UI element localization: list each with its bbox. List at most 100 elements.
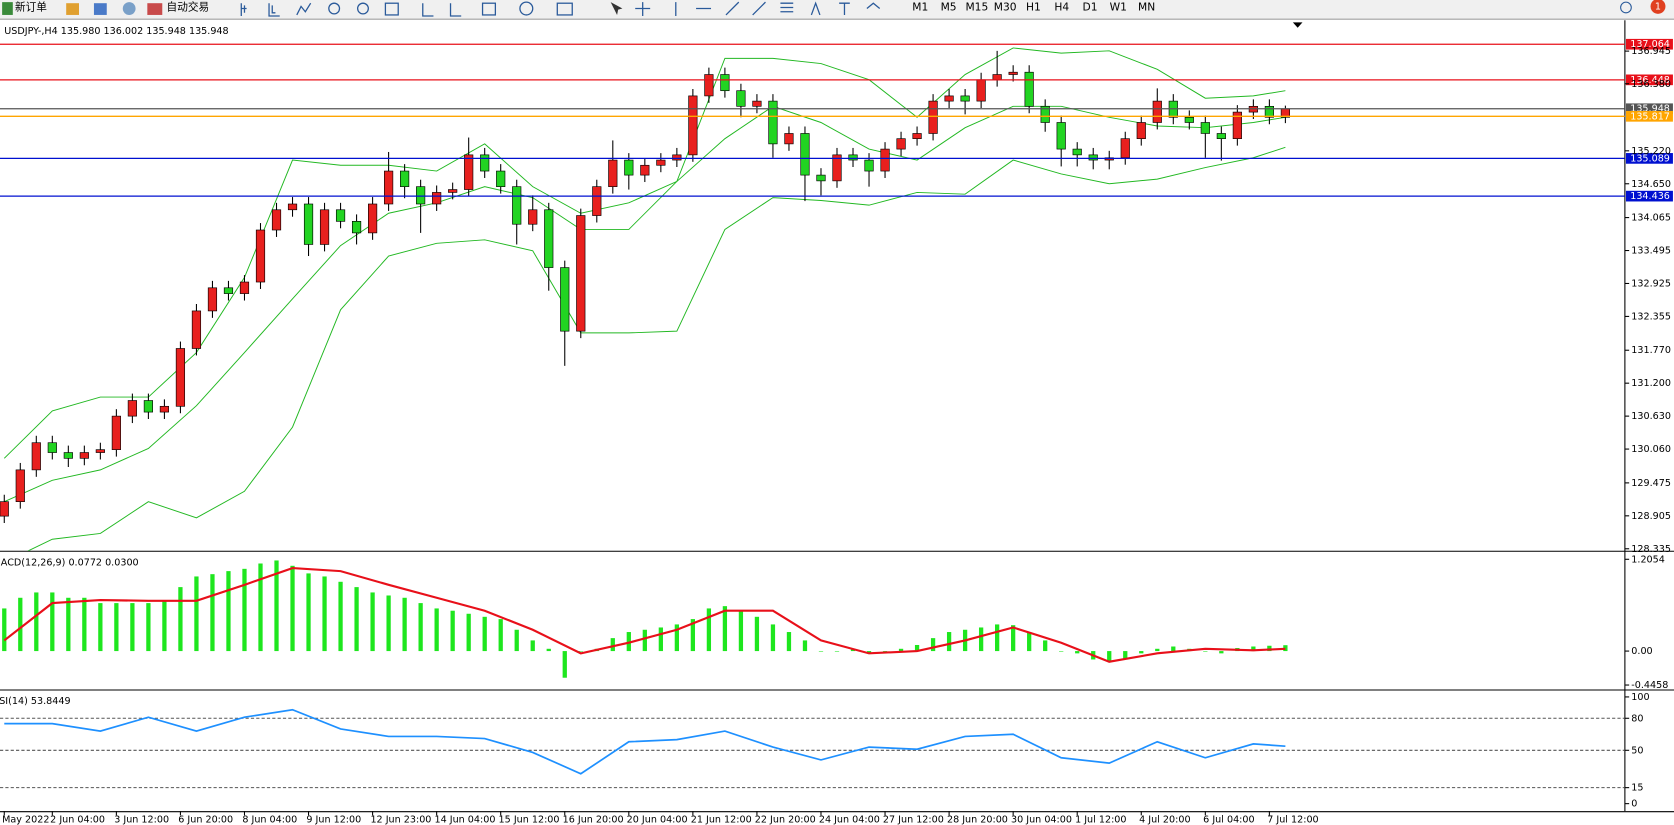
period-icon[interactable] bbox=[519, 1, 534, 16]
macd-bar bbox=[1059, 651, 1064, 652]
line-icon[interactable] bbox=[296, 2, 312, 16]
macd-bar bbox=[1283, 645, 1288, 652]
bar-chart-icon[interactable] bbox=[240, 3, 247, 17]
candle-body bbox=[432, 192, 442, 205]
drawing-icons[interactable] bbox=[675, 1, 794, 17]
cursor-icon[interactable] bbox=[610, 2, 623, 15]
y-tick-label: 134.650 bbox=[1631, 179, 1671, 190]
indicator-panel bbox=[2, 560, 1288, 678]
macd-bar bbox=[866, 651, 872, 654]
x-tick-label: 1 Jul 12:00 bbox=[1075, 815, 1126, 825]
y-tick-label: 0 bbox=[1631, 799, 1637, 810]
crosshair-icon[interactable] bbox=[635, 2, 651, 17]
macd-bar bbox=[386, 595, 391, 652]
auto-trading-button[interactable]: 自动交易 bbox=[167, 0, 210, 13]
macd-bar bbox=[50, 592, 55, 652]
macd-bar bbox=[914, 644, 920, 652]
notification-badge[interactable] bbox=[1650, 0, 1666, 14]
zoom-in-icon[interactable] bbox=[328, 2, 341, 15]
tool-icon[interactable] bbox=[122, 2, 136, 15]
new-order-button[interactable]: 新订单 bbox=[15, 0, 47, 13]
timeframe-button[interactable]: M5 bbox=[941, 0, 957, 13]
timeframe-button[interactable]: W1 bbox=[1110, 0, 1127, 13]
candle-body bbox=[448, 189, 458, 193]
macd-bar bbox=[450, 610, 455, 652]
macd-bar bbox=[706, 608, 712, 652]
candle-body bbox=[864, 159, 874, 172]
candle-body bbox=[303, 203, 314, 245]
macd-bar bbox=[34, 592, 39, 652]
macd-bar bbox=[978, 627, 984, 652]
y-tick-label: 134.065 bbox=[1631, 213, 1671, 224]
candle-body bbox=[223, 287, 234, 294]
candle-body bbox=[528, 209, 538, 225]
tool-icon[interactable] bbox=[93, 3, 107, 15]
candle-body bbox=[576, 215, 586, 332]
candle-body bbox=[175, 348, 186, 407]
timeframe-button[interactable]: H4 bbox=[1054, 0, 1069, 13]
candle-body bbox=[127, 400, 137, 417]
price-level-label: 137.064 bbox=[1630, 39, 1670, 50]
tool-icon[interactable] bbox=[66, 3, 80, 15]
macd-bar bbox=[818, 651, 824, 652]
macd-bar bbox=[162, 600, 167, 652]
tile-icon[interactable] bbox=[384, 2, 399, 16]
y-tick-label: 50 bbox=[1631, 745, 1643, 756]
macd-bar bbox=[466, 613, 471, 652]
timeframe-button[interactable]: M1 bbox=[912, 0, 928, 13]
timeframe-button[interactable]: MN bbox=[1138, 0, 1155, 13]
candle-icon[interactable] bbox=[268, 3, 280, 17]
macd-bar bbox=[562, 651, 567, 678]
candle-body bbox=[416, 186, 426, 205]
shift-icon[interactable] bbox=[422, 3, 462, 17]
template-icon[interactable] bbox=[556, 2, 573, 16]
macd-bar bbox=[882, 651, 888, 652]
y-tick-label: 135.220 bbox=[1631, 146, 1671, 157]
timeframe-button[interactable]: H1 bbox=[1026, 0, 1041, 13]
bollinger-upper bbox=[3, 47, 1286, 459]
macd-bar bbox=[1219, 651, 1224, 654]
macd-bar bbox=[738, 610, 744, 652]
macd-bar bbox=[2, 608, 7, 652]
candle-body bbox=[1232, 111, 1242, 140]
text-icons[interactable] bbox=[810, 1, 881, 16]
macd-bar bbox=[610, 638, 615, 652]
candle-body bbox=[784, 133, 794, 145]
macd-bar bbox=[498, 619, 503, 652]
macd-bar bbox=[754, 616, 760, 652]
macd-bar bbox=[946, 632, 952, 652]
candle-body bbox=[1008, 71, 1018, 75]
macd-bar bbox=[274, 560, 279, 652]
x-tick-label: 30 Jun 04:00 bbox=[1011, 815, 1072, 825]
timeframe-button[interactable]: M30 bbox=[994, 0, 1017, 13]
macd-bar bbox=[194, 576, 199, 652]
macd-bar bbox=[642, 629, 647, 652]
candle-body bbox=[752, 100, 762, 107]
indicator-panel bbox=[0, 47, 1290, 551]
candle-body bbox=[47, 442, 57, 453]
macd-bar bbox=[546, 648, 551, 652]
auto-trading-icon[interactable] bbox=[147, 3, 163, 15]
price-level-label: 135.817 bbox=[1630, 111, 1670, 122]
y-tick-label: 80 bbox=[1631, 713, 1643, 724]
macd-bar bbox=[82, 597, 87, 652]
x-tick-label: 28 Jun 20:00 bbox=[947, 815, 1008, 825]
tool-icons bbox=[240, 1, 881, 17]
toolbar-bg bbox=[0, 0, 1674, 20]
indicator-panel bbox=[0, 708, 1625, 789]
zoom-out-icon[interactable] bbox=[357, 2, 369, 15]
candle-body bbox=[1072, 148, 1082, 156]
macd-bar bbox=[98, 603, 103, 652]
macd-bar bbox=[258, 563, 263, 652]
timeframe-button[interactable]: D1 bbox=[1083, 0, 1098, 13]
new-order-icon[interactable] bbox=[2, 2, 13, 15]
candle-body bbox=[287, 203, 298, 211]
candle-body bbox=[1152, 100, 1162, 123]
macd-bar bbox=[898, 648, 904, 652]
y-tick-label: 131.770 bbox=[1631, 345, 1671, 356]
timeframe-button[interactable]: M15 bbox=[965, 0, 988, 13]
search-icon[interactable] bbox=[1620, 1, 1632, 14]
indicator-icon[interactable] bbox=[481, 2, 497, 16]
macd-bar bbox=[1155, 648, 1160, 652]
